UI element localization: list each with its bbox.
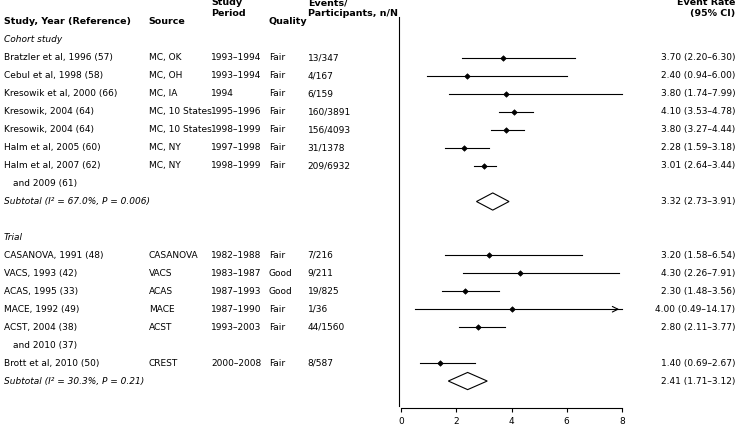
Text: ACAS, 1995 (33): ACAS, 1995 (33) <box>4 287 78 296</box>
Text: ACST: ACST <box>149 322 172 332</box>
Text: MC, IA: MC, IA <box>149 89 177 99</box>
Text: Fair: Fair <box>269 107 285 116</box>
Text: 1/36: 1/36 <box>308 305 328 314</box>
Text: 1993–2003: 1993–2003 <box>211 322 261 332</box>
Text: Trial: Trial <box>4 233 23 242</box>
Text: MC, NY: MC, NY <box>149 143 180 152</box>
Text: 2.40 (0.94–6.00): 2.40 (0.94–6.00) <box>661 71 735 80</box>
Polygon shape <box>476 193 509 210</box>
Text: Fair: Fair <box>269 71 285 80</box>
Text: MC, NY: MC, NY <box>149 161 180 170</box>
Text: CREST: CREST <box>149 358 178 368</box>
Text: 4.10 (3.53–4.78): 4.10 (3.53–4.78) <box>661 107 735 116</box>
Text: 3.20 (1.58–6.54): 3.20 (1.58–6.54) <box>661 251 735 260</box>
Text: 2.41 (1.71–3.12): 2.41 (1.71–3.12) <box>661 377 735 385</box>
Text: Fair: Fair <box>269 53 285 62</box>
Text: MACE, 1992 (49): MACE, 1992 (49) <box>4 305 79 314</box>
Text: 8/587: 8/587 <box>308 358 333 368</box>
Text: 160/3891: 160/3891 <box>308 107 351 116</box>
Text: VACS: VACS <box>149 269 172 278</box>
Text: Cebul et al, 1998 (58): Cebul et al, 1998 (58) <box>4 71 103 80</box>
Text: 3.70 (2.20–6.30): 3.70 (2.20–6.30) <box>661 53 735 62</box>
Text: 13/347: 13/347 <box>308 53 339 62</box>
Text: 7/216: 7/216 <box>308 251 333 260</box>
Text: 1987–1993: 1987–1993 <box>211 287 262 296</box>
Text: MACE: MACE <box>149 305 174 314</box>
Text: Quality: Quality <box>269 17 307 26</box>
Text: 1994: 1994 <box>211 89 234 99</box>
Text: 1993–1994: 1993–1994 <box>211 71 261 80</box>
Text: Study, Year (Reference): Study, Year (Reference) <box>4 17 131 26</box>
Text: 44/1560: 44/1560 <box>308 322 345 332</box>
Text: 1998–1999: 1998–1999 <box>211 161 262 170</box>
Text: 1995–1996: 1995–1996 <box>211 107 262 116</box>
Text: CASANOVA: CASANOVA <box>149 251 198 260</box>
Text: MC, 10 States: MC, 10 States <box>149 125 211 134</box>
Text: and 2010 (37): and 2010 (37) <box>13 341 77 350</box>
Text: Source: Source <box>149 17 185 26</box>
Text: Fair: Fair <box>269 125 285 134</box>
Text: Event Rate
(95% CI): Event Rate (95% CI) <box>677 0 735 18</box>
Text: MC, 10 States: MC, 10 States <box>149 107 211 116</box>
Text: 4.30 (2.26–7.91): 4.30 (2.26–7.91) <box>661 269 735 278</box>
Text: Fair: Fair <box>269 143 285 152</box>
Text: ACAS: ACAS <box>149 287 173 296</box>
Text: 19/825: 19/825 <box>308 287 339 296</box>
Text: 4/167: 4/167 <box>308 71 333 80</box>
Text: 31/1378: 31/1378 <box>308 143 345 152</box>
Text: 156/4093: 156/4093 <box>308 125 351 134</box>
Text: 209/6932: 209/6932 <box>308 161 350 170</box>
Text: VACS, 1993 (42): VACS, 1993 (42) <box>4 269 77 278</box>
Text: Fair: Fair <box>269 322 285 332</box>
Text: Fair: Fair <box>269 161 285 170</box>
Text: Subtotal (I² = 67.0%, P = 0.006): Subtotal (I² = 67.0%, P = 0.006) <box>4 197 149 206</box>
Text: 3.01 (2.64–3.44): 3.01 (2.64–3.44) <box>661 161 735 170</box>
Text: Good: Good <box>269 269 292 278</box>
Text: 1982–1988: 1982–1988 <box>211 251 261 260</box>
Text: Fair: Fair <box>269 251 285 260</box>
Text: MC, OK: MC, OK <box>149 53 181 62</box>
Text: 1998–1999: 1998–1999 <box>211 125 262 134</box>
Text: Cohort study: Cohort study <box>4 36 62 44</box>
Text: Fair: Fair <box>269 358 285 368</box>
Text: 3.80 (3.27–4.44): 3.80 (3.27–4.44) <box>661 125 735 134</box>
Text: Fair: Fair <box>269 89 285 99</box>
Text: 9/211: 9/211 <box>308 269 333 278</box>
Text: 1993–1994: 1993–1994 <box>211 53 261 62</box>
Text: Good: Good <box>269 287 292 296</box>
Text: CASANOVA, 1991 (48): CASANOVA, 1991 (48) <box>4 251 103 260</box>
Polygon shape <box>448 372 487 390</box>
Text: 4.00 (0.49–14.17): 4.00 (0.49–14.17) <box>655 305 735 314</box>
Text: 6/159: 6/159 <box>308 89 333 99</box>
Text: MC, OH: MC, OH <box>149 71 182 80</box>
Text: Events/
Participants, n/N: Events/ Participants, n/N <box>308 0 397 18</box>
Text: Subtotal (I² = 30.3%, P = 0.21): Subtotal (I² = 30.3%, P = 0.21) <box>4 377 144 385</box>
Text: 1983–1987: 1983–1987 <box>211 269 262 278</box>
Text: 2.80 (2.11–3.77): 2.80 (2.11–3.77) <box>661 322 735 332</box>
Text: Halm et al, 2005 (60): Halm et al, 2005 (60) <box>4 143 100 152</box>
Text: Halm et al, 2007 (62): Halm et al, 2007 (62) <box>4 161 100 170</box>
Text: 3.80 (1.74–7.99): 3.80 (1.74–7.99) <box>661 89 735 99</box>
Text: 3.32 (2.73–3.91): 3.32 (2.73–3.91) <box>661 197 735 206</box>
Text: 2.30 (1.48–3.56): 2.30 (1.48–3.56) <box>661 287 735 296</box>
Text: Bratzler et al, 1996 (57): Bratzler et al, 1996 (57) <box>4 53 113 62</box>
Text: Kresowik et al, 2000 (66): Kresowik et al, 2000 (66) <box>4 89 117 99</box>
Text: Study
Period: Study Period <box>211 0 246 18</box>
Text: and 2009 (61): and 2009 (61) <box>13 179 77 188</box>
Text: 1987–1990: 1987–1990 <box>211 305 262 314</box>
Text: Kresowik, 2004 (64): Kresowik, 2004 (64) <box>4 125 93 134</box>
Text: Kresowik, 2004 (64): Kresowik, 2004 (64) <box>4 107 93 116</box>
Text: 2.28 (1.59–3.18): 2.28 (1.59–3.18) <box>661 143 735 152</box>
Text: ACST, 2004 (38): ACST, 2004 (38) <box>4 322 77 332</box>
Text: 1997–1998: 1997–1998 <box>211 143 262 152</box>
Text: 2000–2008: 2000–2008 <box>211 358 261 368</box>
Text: Fair: Fair <box>269 305 285 314</box>
Text: Brott et al, 2010 (50): Brott et al, 2010 (50) <box>4 358 99 368</box>
Text: 1.40 (0.69–2.67): 1.40 (0.69–2.67) <box>661 358 735 368</box>
